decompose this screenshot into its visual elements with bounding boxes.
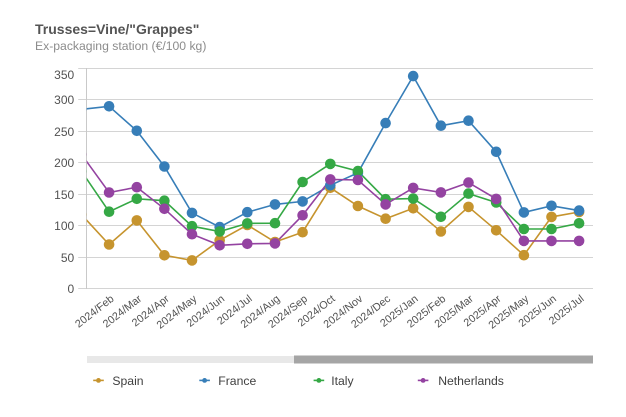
svg-text:350: 350 bbox=[54, 68, 74, 82]
svg-text:Spain: Spain bbox=[112, 374, 143, 388]
svg-text:0: 0 bbox=[68, 282, 75, 296]
svg-text:France: France bbox=[218, 374, 256, 388]
svg-text:Italy: Italy bbox=[331, 374, 354, 388]
svg-text:300: 300 bbox=[54, 93, 74, 107]
svg-text:100: 100 bbox=[54, 219, 74, 233]
svg-text:200: 200 bbox=[54, 156, 74, 170]
svg-text:Netherlands: Netherlands bbox=[438, 374, 504, 388]
svg-text:150: 150 bbox=[54, 188, 74, 202]
svg-text:250: 250 bbox=[54, 125, 74, 139]
svg-text:50: 50 bbox=[61, 251, 75, 265]
